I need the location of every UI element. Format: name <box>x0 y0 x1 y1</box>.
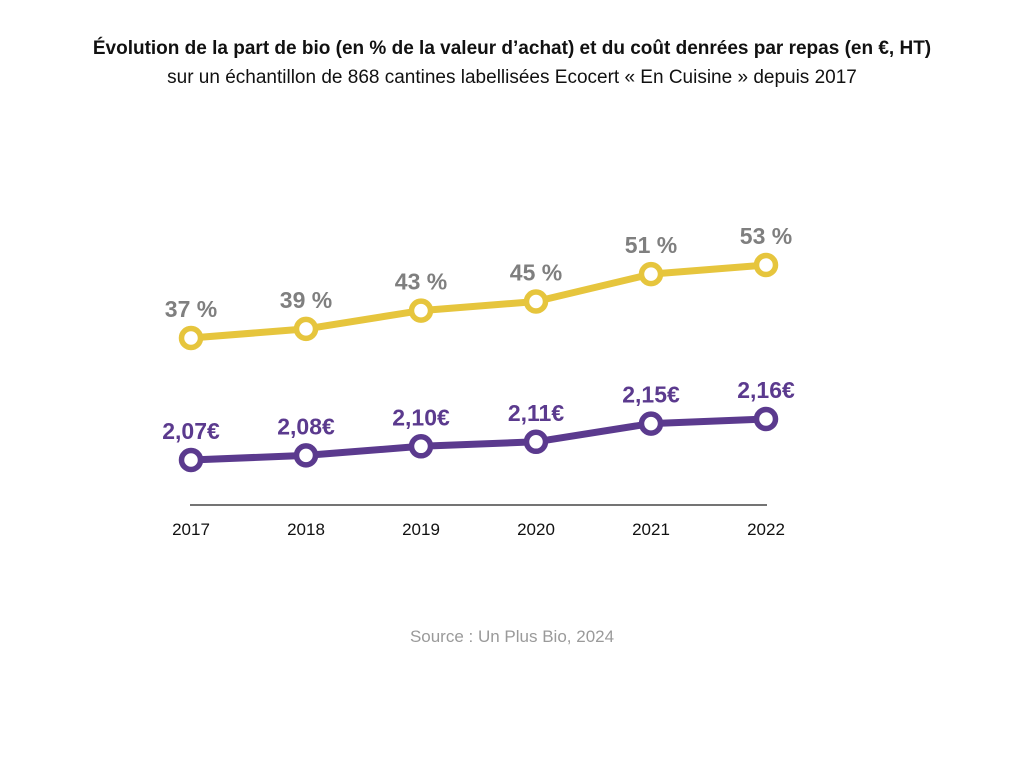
series-line-cost <box>187 415 770 464</box>
data-point-cost <box>178 447 204 473</box>
data-label-bio: 45 % <box>510 260 562 286</box>
data-label-bio: 53 % <box>740 223 792 249</box>
data-label-bio: 37 % <box>165 296 217 322</box>
data-point-bio <box>293 316 319 342</box>
x-tick-label: 2018 <box>287 520 325 539</box>
data-label-bio: 43 % <box>395 269 447 295</box>
data-point-cost <box>638 411 664 436</box>
data-point-cost <box>408 434 434 459</box>
data-label-cost: 2,16€ <box>737 377 795 403</box>
data-label-bio: 39 % <box>280 287 332 313</box>
data-point-cost <box>293 443 319 468</box>
x-tick-label: 2017 <box>172 520 210 539</box>
source-note: Source : Un Plus Bio, 2024 <box>409 627 615 646</box>
data-label-bio: 51 % <box>625 232 677 258</box>
x-tick-label: 2022 <box>747 520 785 539</box>
data-label-cost: 2,15€ <box>622 382 680 408</box>
data-label-cost: 2,07€ <box>162 418 220 444</box>
x-tick-label: 2021 <box>632 520 670 539</box>
data-label-cost: 2,11€ <box>508 400 564 426</box>
data-point-cost <box>753 406 779 432</box>
data-label-cost: 2,10€ <box>392 404 450 430</box>
data-point-bio <box>753 252 779 278</box>
data-point-bio <box>638 261 664 287</box>
data-point-bio <box>523 289 549 314</box>
chart-subtitle: sur un échantillon de 868 cantines label… <box>167 67 857 88</box>
data-point-bio <box>178 325 204 351</box>
data-point-bio <box>408 298 434 323</box>
data-point-cost <box>523 429 549 455</box>
data-label-cost: 2,08€ <box>277 413 335 439</box>
series-line-bio <box>187 261 770 342</box>
chart-title: Évolution de la part de bio (en % de la … <box>92 38 932 59</box>
x-tick-label: 2020 <box>517 520 555 539</box>
x-tick-label: 2019 <box>402 520 440 539</box>
